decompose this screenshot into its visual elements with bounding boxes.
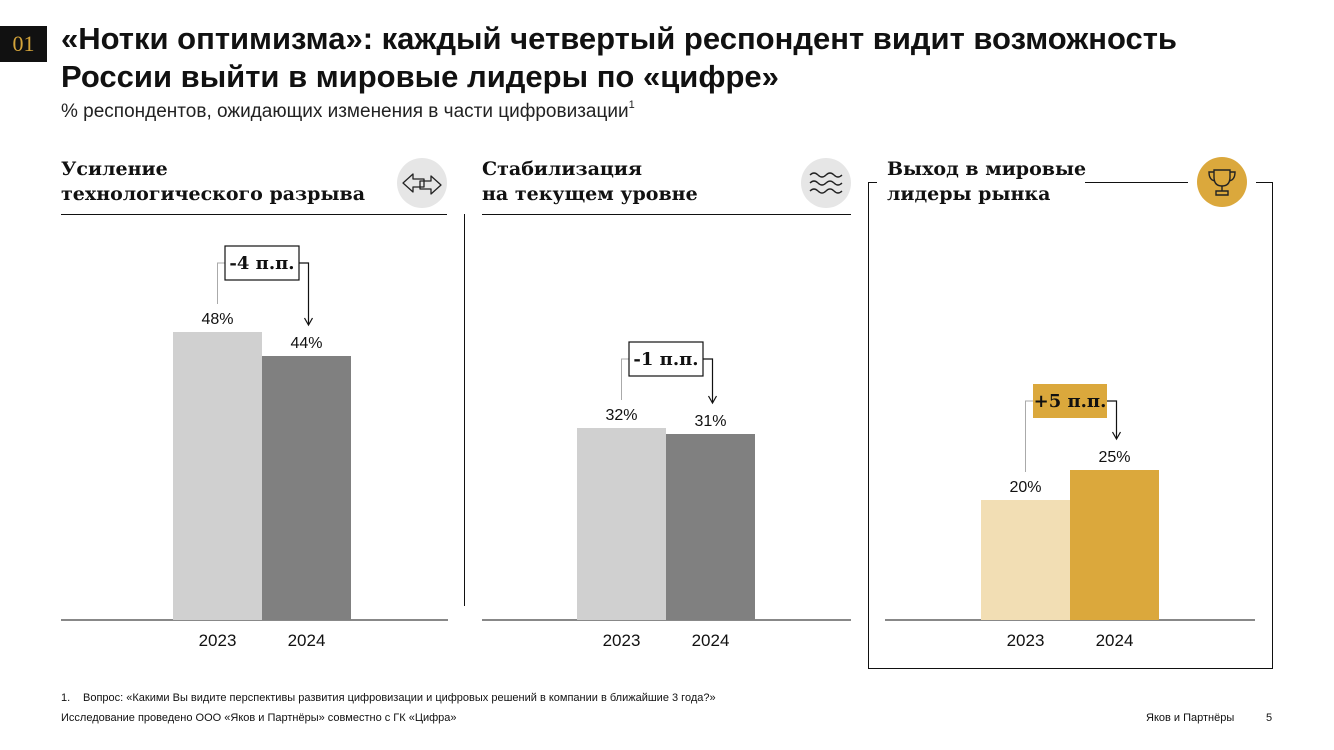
delta-label-2: -1 п.п. (633, 349, 698, 370)
panel-divider-1 (464, 214, 465, 606)
brand-logo: Яков и Партнёры (1146, 712, 1235, 724)
delta-connector-right-3 (1107, 400, 1118, 438)
x-tick-label-2-2024: 2024 (692, 631, 730, 650)
delta-label-1: -4 п.п. (229, 253, 294, 274)
x-tick-label-3-2023: 2023 (1007, 631, 1045, 650)
panel-3-frame-right (1272, 182, 1273, 668)
delta-connector-left-1 (217, 262, 225, 304)
waves-icon (801, 158, 851, 208)
panel-2-title: Стабилизация на текущем уровне (482, 157, 698, 207)
bar-2-2023 (577, 428, 666, 620)
data-label-2-2023: 32% (605, 407, 637, 424)
x-tick-label-2-2023: 2023 (603, 631, 641, 650)
delta-label-3: +5 п.п. (1034, 391, 1107, 412)
x-tick-label-3-2024: 2024 (1096, 631, 1134, 650)
delta-connector-left-2 (621, 358, 629, 400)
panel-3-title-line1: Выход в мировые (887, 158, 1087, 180)
footnote-number: 1. (61, 692, 71, 704)
bar-3-2023 (981, 500, 1070, 620)
bar-1-2023 (173, 332, 262, 620)
panel-2-title-line1: Стабилизация (482, 158, 643, 180)
panel-1-title-underline (61, 214, 447, 215)
x-tick-label-1-2023: 2023 (199, 631, 237, 650)
footnote: 1. Вопрос: «Какими Вы видите перспективы … (61, 692, 716, 704)
section-badge: 01 (0, 26, 47, 62)
panel-3-frame-bottom (868, 668, 1273, 669)
panel-3-frame-top-mid (1085, 182, 1188, 183)
source-note: Исследование проведено ООО «Яков и Партн… (61, 712, 457, 724)
trophy-icon (1197, 157, 1247, 207)
panel-1-title-line1: Усиление (61, 158, 168, 180)
panel-3-title-line2: лидеры рынка (887, 183, 1051, 205)
page-subtitle: % респондентов, ожидающих изменения в ча… (61, 99, 635, 123)
panel-1-title-line2: технологического разрыва (61, 183, 366, 205)
panel-2-title-underline (482, 214, 851, 215)
panel-3-frame-top-right (1256, 182, 1273, 183)
bar-2-2024 (666, 434, 755, 620)
delta-connector-right-2 (703, 358, 714, 402)
subtitle-footnote-ref: 1 (628, 99, 635, 111)
delta-box-1 (224, 245, 300, 281)
data-label-1-2024: 44% (290, 335, 322, 352)
delta-box-3 (1033, 384, 1107, 418)
data-label-2-2024: 31% (694, 413, 726, 430)
delta-arrowhead-2 (707, 395, 718, 405)
delta-arrowhead-1 (303, 317, 314, 327)
delta-connector-right-1 (299, 262, 310, 324)
bar-3-2024 (1070, 470, 1159, 620)
data-label-3-2023: 20% (1009, 479, 1041, 496)
x-tick-label-1-2024: 2024 (288, 631, 326, 650)
panel-3-frame-top-left (868, 182, 877, 183)
arrows-icon (397, 158, 447, 208)
footnote-text: Вопрос: «Какими Вы видите перспективы ра… (83, 692, 716, 704)
subtitle-text: % респондентов, ожидающих изменения в ча… (61, 101, 629, 122)
data-label-3-2024: 25% (1098, 449, 1130, 466)
delta-arrowhead-3 (1111, 431, 1122, 441)
panel-1-title: Усиление технологического разрыва (61, 157, 365, 207)
page-title: «Нотки оптимизма»: каждый четвертый респ… (61, 21, 1177, 94)
delta-box-2 (628, 341, 704, 377)
panel-3-title: Выход в мировые лидеры рынка (887, 157, 1086, 207)
page-number: 5 (1266, 712, 1273, 724)
panel-2-title-line2: на текущем уровне (482, 183, 698, 205)
delta-connector-left-3 (1025, 400, 1033, 472)
bar-1-2024 (262, 356, 351, 620)
data-label-1-2023: 48% (201, 311, 233, 328)
panel-3-frame-left (868, 182, 869, 668)
